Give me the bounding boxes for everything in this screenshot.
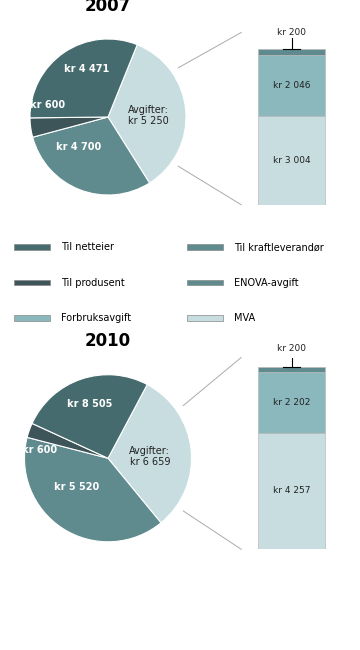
Wedge shape: [27, 423, 108, 458]
Title: 2010: 2010: [85, 332, 131, 350]
Wedge shape: [32, 375, 147, 458]
Text: kr 3 004: kr 3 004: [273, 155, 310, 164]
Wedge shape: [108, 45, 186, 183]
Text: Forbruksavgift: Forbruksavgift: [61, 313, 131, 323]
Text: Til kraftleverandør: Til kraftleverandør: [234, 242, 324, 252]
Text: kr 5 520: kr 5 520: [54, 482, 99, 493]
Text: kr 4 471: kr 4 471: [63, 64, 109, 73]
Text: ENOVA-avgift: ENOVA-avgift: [234, 278, 299, 287]
Text: kr 4 700: kr 4 700: [56, 142, 101, 151]
Text: kr 2 202: kr 2 202: [273, 398, 310, 407]
Text: Avgifter:
kr 5 250: Avgifter: kr 5 250: [128, 105, 169, 126]
Text: kr 200: kr 200: [277, 28, 306, 37]
Text: kr 8 505: kr 8 505: [67, 399, 112, 409]
Bar: [14, 244, 50, 250]
Bar: [14, 280, 50, 285]
Text: MVA: MVA: [234, 313, 255, 323]
Text: Avgifter:
kr 6 659: Avgifter: kr 6 659: [129, 446, 170, 467]
Bar: [258, 433, 325, 549]
Wedge shape: [30, 39, 137, 118]
Bar: [258, 55, 325, 116]
Wedge shape: [24, 437, 161, 541]
Text: kr 2 046: kr 2 046: [273, 81, 310, 90]
Title: 2007: 2007: [85, 0, 131, 15]
Text: kr 600: kr 600: [30, 100, 65, 110]
Bar: [187, 280, 223, 285]
Text: kr 4 257: kr 4 257: [273, 486, 310, 495]
Bar: [258, 372, 325, 433]
Wedge shape: [108, 385, 192, 523]
Wedge shape: [33, 117, 149, 195]
Wedge shape: [30, 117, 108, 137]
Bar: [14, 315, 50, 321]
Bar: [258, 116, 325, 205]
Bar: [258, 367, 325, 372]
Text: kr 600: kr 600: [22, 445, 57, 455]
Bar: [258, 49, 325, 55]
Bar: [187, 244, 223, 250]
Text: Til produsent: Til produsent: [61, 278, 125, 287]
Bar: [187, 315, 223, 321]
Text: Til netteier: Til netteier: [61, 242, 114, 252]
Text: kr 200: kr 200: [277, 344, 306, 354]
